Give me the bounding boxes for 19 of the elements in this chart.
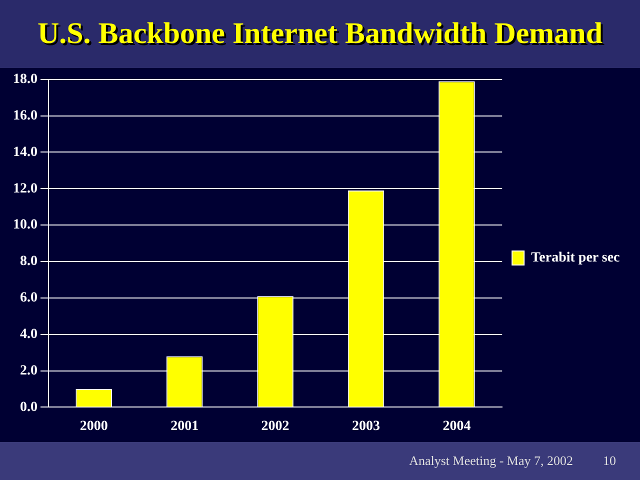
text: Analyst Meeting - May 7, 2002: [409, 453, 573, 469]
x-tick-label: 2000: [80, 419, 108, 434]
y-tick-label: 14.0: [13, 144, 38, 160]
y-tick-label: 0.0: [20, 400, 38, 415]
legend-label: Terabit per sec: [531, 250, 620, 266]
text: 10: [603, 453, 616, 469]
y-tick-label: 8.0: [20, 254, 38, 270]
x-tick-label: 2001: [170, 419, 199, 434]
y-tick-label: 12.0: [13, 181, 38, 196]
y-tick-label: 6.0: [20, 290, 38, 306]
y-tick-label: 18.0: [13, 72, 38, 88]
y-tick-label: 2.0: [20, 363, 38, 378]
y-tick-label: 16.0: [13, 108, 38, 124]
x-tick-label: 2002: [261, 419, 290, 434]
y-tick-label: 10.0: [13, 218, 38, 233]
y-tick-label: 4.0: [20, 326, 38, 342]
x-tick-label: 2003: [352, 419, 380, 434]
x-tick-label: 2004: [442, 419, 471, 434]
chart-title: U.S. Backbone Internet Bandwidth Demand: [37, 17, 603, 51]
